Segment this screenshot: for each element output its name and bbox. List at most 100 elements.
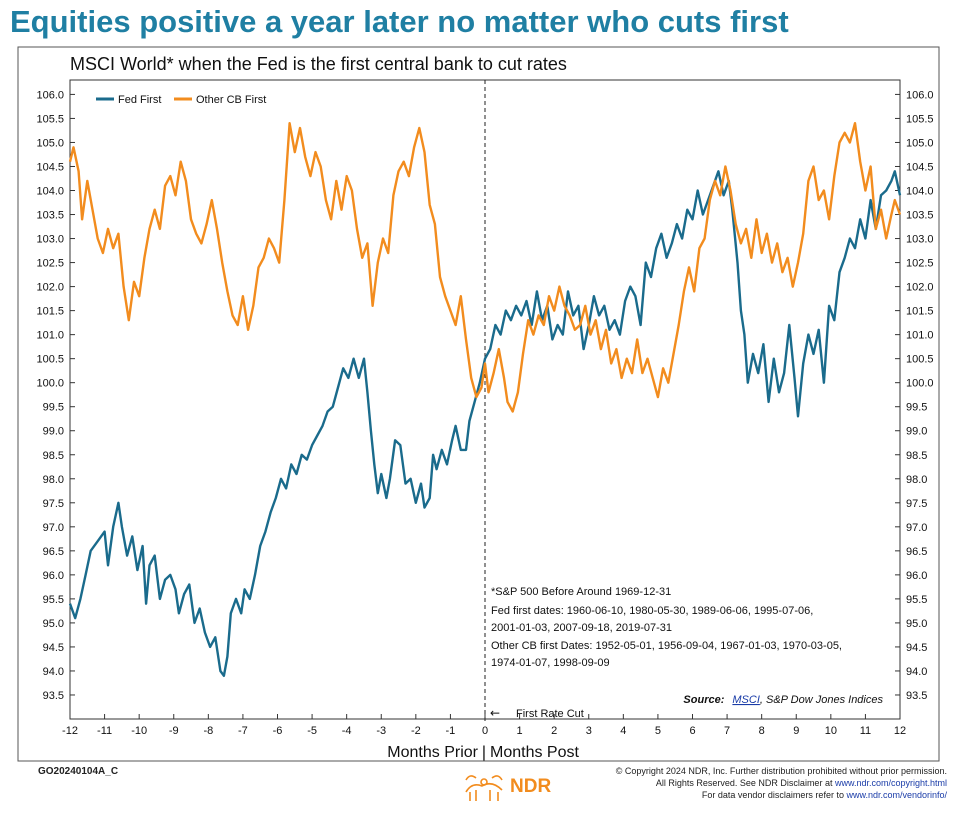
y-tick-label-left: 101.0 [36, 330, 64, 342]
y-tick-label-right: 98.5 [906, 450, 927, 462]
note-line: 2001-01-03, 2007-09-18, 2019-07-31 [491, 622, 672, 634]
y-tick-label-left: 99.5 [43, 402, 64, 414]
copyright-block: © Copyright 2024 NDR, Inc. Further distr… [616, 765, 947, 801]
x-tick-label: 11 [860, 725, 871, 737]
x-tick-label: -8 [203, 725, 213, 737]
y-tick-label-left: 105.5 [36, 113, 64, 125]
note-line: *S&P 500 Before Around 1969-12-31 [491, 586, 671, 598]
y-tick-label-right: 95.0 [906, 618, 927, 630]
y-tick-label-left: 100.5 [36, 354, 64, 366]
note-line: 1974-01-07, 1998-09-09 [491, 657, 610, 669]
source-link[interactable]: MSCI [732, 694, 760, 706]
y-tick-label-left: 104.0 [36, 186, 64, 198]
y-tick-label-right: 99.5 [906, 402, 927, 414]
x-tick-label: -9 [169, 725, 179, 737]
y-tick-label-left: 94.0 [43, 666, 64, 678]
chart-code: GO20240104A_C [38, 766, 119, 777]
source-text: Source: MSCI, S&P Dow Jones Indices [683, 694, 883, 706]
x-axis-label-sep: | [482, 744, 486, 761]
logo-text: NDR [510, 776, 552, 797]
x-tick-label: -11 [97, 725, 112, 737]
source-line: Source: MSCI, S&P Dow Jones Indices [683, 694, 883, 706]
y-tick-label-left: 97.5 [43, 498, 64, 510]
y-tick-label-left: 103.0 [36, 234, 64, 246]
x-tick-label: -3 [376, 725, 386, 737]
x-tick-label: 10 [825, 725, 837, 737]
y-tick-label-right: 100.0 [906, 378, 934, 390]
y-tick-label-left: 100.0 [36, 378, 64, 390]
y-tick-label-left: 103.5 [36, 210, 64, 222]
y-tick-label-right: 95.5 [906, 594, 927, 606]
vline-label: First Rate Cut [516, 708, 584, 720]
ndr-logo: NDR [462, 770, 551, 804]
y-tick-label-right: 99.0 [906, 426, 927, 438]
vline-arrow-icon: ← [490, 706, 500, 720]
y-tick-label-right: 105.5 [906, 113, 934, 125]
legend-other-label: Other CB First [196, 94, 266, 106]
x-tick-label: 1 [517, 725, 523, 737]
x-tick-label: 7 [724, 725, 730, 737]
bull-bear-icon [465, 775, 503, 801]
x-tick-label: 2 [551, 725, 557, 737]
y-tick-label-left: 94.5 [43, 642, 64, 654]
y-tick-label-left: 98.0 [43, 474, 64, 486]
note-line: Fed first dates: 1960-06-10, 1980-05-30,… [491, 605, 813, 617]
x-tick-label: 5 [655, 725, 661, 737]
x-tick-label: 6 [689, 725, 695, 737]
y-tick-label-right: 101.5 [906, 306, 934, 318]
y-tick-label-right: 104.5 [906, 161, 934, 173]
y-tick-label-left: 96.5 [43, 546, 64, 558]
copyright-line-1: © Copyright 2024 NDR, Inc. Further distr… [615, 766, 947, 776]
x-tick-label: -4 [342, 725, 352, 737]
y-tick-label-left: 102.0 [36, 282, 64, 294]
copyright-link[interactable]: www.ndr.com/copyright.html [834, 778, 947, 788]
copyright-text: All Rights Reserved. See NDR Disclaimer … [655, 778, 835, 788]
source-label: Source: [683, 694, 724, 706]
chart-title: MSCI World* when the Fed is the first ce… [70, 54, 567, 74]
x-tick-label: -5 [307, 725, 317, 737]
x-tick-label: -1 [446, 725, 456, 737]
y-tick-label-right: 97.5 [906, 498, 927, 510]
y-tick-label-right: 105.0 [906, 137, 934, 149]
y-tick-label-right: 97.0 [906, 522, 927, 534]
y-tick-label-left: 96.0 [43, 570, 64, 582]
source-rest: , S&P Dow Jones Indices [760, 694, 884, 706]
y-tick-label-right: 101.0 [906, 330, 934, 342]
notes-block: *S&P 500 Before Around 1969-12-31 Fed fi… [491, 586, 842, 669]
chart-border [17, 46, 940, 762]
y-tick-label-left: 105.0 [36, 137, 64, 149]
fed-first-line [68, 170, 902, 677]
y-tick-label-right: 103.5 [906, 210, 934, 222]
other-cb-first-line [68, 122, 902, 413]
y-tick-label-right: 96.0 [906, 570, 927, 582]
y-tick-label-left: 106.0 [36, 89, 64, 101]
y-tick-label-left: 104.5 [36, 161, 64, 173]
x-axis-label-right: Months Post [490, 744, 579, 761]
y-tick-label-left: 98.5 [43, 450, 64, 462]
plot-area: 93.5 93.5 94.0 94.0 94.5 94.5 95.0 95.0 95.5 95.5… [36, 79, 934, 737]
x-tick-label: 8 [759, 725, 765, 737]
y-tick-label-right: 103.0 [906, 234, 934, 246]
y-tick-label-right: 100.5 [906, 354, 934, 366]
copyright-line-2: All Rights Reserved. See NDR Disclaimer … [616, 777, 947, 789]
legend-fed-label: Fed First [118, 94, 161, 106]
y-tick-label-right: 94.0 [906, 666, 927, 678]
y-tick-label-left: 99.0 [43, 426, 64, 438]
x-tick-label: 9 [793, 725, 799, 737]
x-tick-label: -7 [238, 725, 248, 737]
note-line: Other CB first Dates: 1952-05-01, 1956-0… [491, 640, 842, 652]
y-tick-label-right: 93.5 [906, 690, 927, 702]
y-tick-label-right: 104.0 [906, 186, 934, 198]
x-tick-label: 12 [894, 725, 906, 737]
x-tick-label: -12 [62, 725, 78, 737]
y-tick-label-right: 102.5 [906, 258, 934, 270]
y-tick-label-right: 102.0 [906, 282, 934, 294]
legend: Fed First Other CB First [96, 94, 266, 106]
x-tick-label: 3 [586, 725, 592, 737]
y-tick-label-left: 101.5 [36, 306, 64, 318]
vendor-link[interactable]: www.ndr.com/vendorinfo/ [846, 790, 947, 800]
page-headline: Equities positive a year later no matter… [10, 4, 789, 39]
y-tick-label-left: 95.0 [43, 618, 64, 630]
x-tick-label: -2 [411, 725, 421, 737]
